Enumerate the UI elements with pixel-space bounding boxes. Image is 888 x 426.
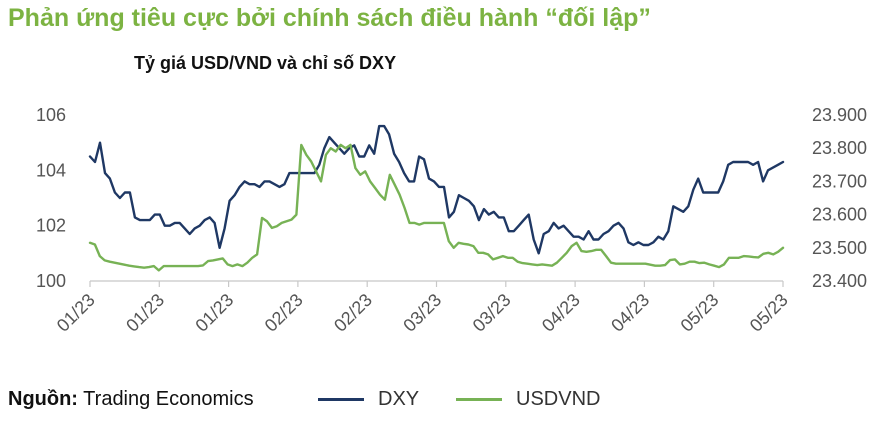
y-right-tick-label: 23.500: [812, 238, 867, 258]
x-axis-labels: 01/23 01/23 01/23 02/23 02/23 03/23 03/23 04/23…: [53, 290, 792, 336]
legend-label-usdvnd: USDVND: [516, 388, 601, 410]
x-tick-label: 04/23: [607, 290, 653, 336]
x-tick-label: 02/23: [261, 290, 307, 336]
y-right-tick-label: 23.800: [812, 138, 867, 158]
y-right-tick-label: 23.600: [812, 205, 867, 225]
x-tick-label: 05/23: [746, 290, 792, 336]
right-axis-ticks: 23.400 23.500 23.600 23.700 23.800 23.900: [812, 105, 867, 291]
y-right-tick-label: 23.400: [812, 271, 867, 291]
left-axis-ticks: 100 102 104 106: [36, 105, 66, 291]
source-text: Trading Economics: [77, 388, 254, 410]
legend-label-dxy: DXY: [378, 388, 420, 410]
source-label: Nguồn:: [8, 388, 78, 410]
chart-subtitle: Tỷ giá USD/VND và chỉ số DXY: [134, 53, 397, 73]
legend-swatch-usdvnd: [456, 398, 502, 401]
x-tick-label: 03/23: [469, 290, 515, 336]
legend-item-usdvnd: USDVND: [456, 388, 600, 411]
x-tick-label: 02/23: [330, 290, 376, 336]
legend-swatch-dxy: [318, 398, 364, 401]
page-title: Phản ứng tiêu cực bởi chính sách điều hà…: [8, 4, 651, 32]
x-tick-label: 01/23: [122, 290, 168, 336]
y-left-tick-label: 106: [36, 105, 66, 125]
series-line-dxy: [88, 124, 785, 255]
y-right-tick-label: 23.700: [812, 171, 867, 191]
x-tick-label: 01/23: [191, 290, 237, 336]
legend-item-dxy: DXY: [318, 388, 419, 411]
y-left-tick-label: 100: [36, 271, 66, 291]
series-line-usdvnd: [88, 143, 785, 272]
x-tick-label: 04/23: [538, 290, 584, 336]
x-axis-ticks: [89, 281, 784, 287]
x-tick-label: 03/23: [399, 290, 445, 336]
y-right-tick-label: 23.900: [812, 105, 867, 125]
x-tick-label: 01/23: [53, 290, 99, 336]
x-tick-label: 05/23: [677, 290, 723, 336]
y-left-tick-label: 102: [36, 216, 66, 236]
series-lines: [88, 124, 785, 272]
source-note: Nguồn: Trading Economics: [8, 388, 254, 411]
y-left-tick-label: 104: [36, 160, 66, 180]
